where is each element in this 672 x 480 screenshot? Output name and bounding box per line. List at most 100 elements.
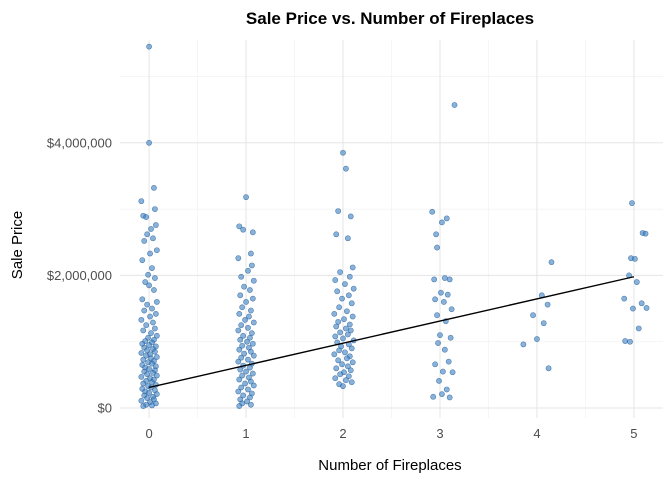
data-point xyxy=(432,361,439,368)
data-point xyxy=(153,299,160,305)
data-point xyxy=(349,359,356,366)
data-point xyxy=(144,395,151,402)
data-point xyxy=(332,333,339,340)
data-point xyxy=(350,285,357,292)
data-point xyxy=(344,331,351,338)
data-point xyxy=(631,255,638,262)
data-point xyxy=(249,295,256,302)
data-point xyxy=(141,307,148,314)
data-point xyxy=(337,269,344,276)
data-point xyxy=(148,226,154,232)
data-point xyxy=(245,267,251,274)
data-point xyxy=(149,402,155,409)
data-point xyxy=(344,235,351,242)
data-point xyxy=(447,334,454,341)
data-point xyxy=(348,379,355,386)
data-point xyxy=(248,378,254,385)
data-point xyxy=(143,214,150,220)
data-point xyxy=(434,244,440,251)
data-point xyxy=(153,354,160,360)
data-point xyxy=(643,305,650,311)
data-point xyxy=(540,320,547,327)
x-tick-label: 5 xyxy=(630,426,637,441)
data-point xyxy=(249,340,256,347)
data-point xyxy=(153,332,160,339)
data-point xyxy=(248,348,254,355)
data-point xyxy=(437,332,443,339)
data-point xyxy=(152,348,158,355)
y-tick-label: $2,000,000 xyxy=(47,268,112,283)
data-point xyxy=(142,279,149,285)
data-point xyxy=(343,355,350,362)
data-point xyxy=(340,383,346,390)
data-point xyxy=(239,342,246,349)
data-point xyxy=(240,392,247,399)
data-point xyxy=(444,291,451,298)
data-point xyxy=(149,265,155,272)
data-point xyxy=(243,299,249,305)
data-point xyxy=(143,322,150,329)
data-point xyxy=(247,364,253,371)
data-point xyxy=(235,327,242,334)
data-point xyxy=(451,102,458,108)
data-point xyxy=(151,184,157,191)
data-point xyxy=(238,354,245,361)
data-point xyxy=(241,350,248,357)
data-point xyxy=(621,295,628,302)
data-point xyxy=(138,316,145,323)
data-point xyxy=(247,334,253,341)
data-point xyxy=(248,262,255,269)
data-point xyxy=(250,382,257,389)
data-point xyxy=(140,327,147,334)
data-point xyxy=(153,247,160,254)
data-point xyxy=(445,358,452,365)
data-point xyxy=(151,287,157,293)
data-point xyxy=(446,276,453,283)
data-point xyxy=(152,325,158,332)
data-point xyxy=(331,310,338,317)
data-point xyxy=(343,165,349,172)
data-point xyxy=(146,389,152,396)
data-point xyxy=(248,250,254,257)
data-point xyxy=(629,200,635,207)
data-point xyxy=(146,366,152,372)
data-point xyxy=(150,319,156,326)
data-point xyxy=(435,340,441,346)
data-point xyxy=(333,323,340,330)
y-tick-labels: $0 $2,000,000 $4,000,000 xyxy=(47,135,112,415)
data-point xyxy=(237,292,244,299)
data-point xyxy=(544,301,551,308)
data-point xyxy=(331,351,338,358)
data-point xyxy=(520,341,527,348)
data-point xyxy=(248,307,254,314)
data-point xyxy=(235,255,242,262)
data-point xyxy=(343,377,349,384)
data-point xyxy=(530,312,536,319)
data-point xyxy=(534,336,540,342)
data-point xyxy=(146,342,152,348)
data-point xyxy=(622,338,629,344)
data-point xyxy=(138,397,145,404)
data-point xyxy=(238,322,245,329)
data-point xyxy=(152,310,159,317)
x-tick-label: 0 xyxy=(145,426,152,441)
data-point xyxy=(248,401,254,408)
data-point xyxy=(443,386,450,393)
data-point xyxy=(433,231,440,238)
data-point xyxy=(347,327,354,334)
data-point xyxy=(235,358,242,365)
data-point xyxy=(333,365,340,372)
data-point xyxy=(429,208,436,215)
data-point xyxy=(244,398,250,405)
data-point xyxy=(341,316,347,323)
data-point xyxy=(240,332,247,339)
data-point xyxy=(335,357,342,364)
data-point xyxy=(250,319,257,326)
data-point xyxy=(140,356,147,363)
data-point xyxy=(449,369,456,376)
data-point xyxy=(238,384,245,391)
data-point xyxy=(153,391,160,398)
x-tick-labels: 0 1 2 3 4 5 xyxy=(145,426,637,441)
data-point xyxy=(347,213,354,220)
